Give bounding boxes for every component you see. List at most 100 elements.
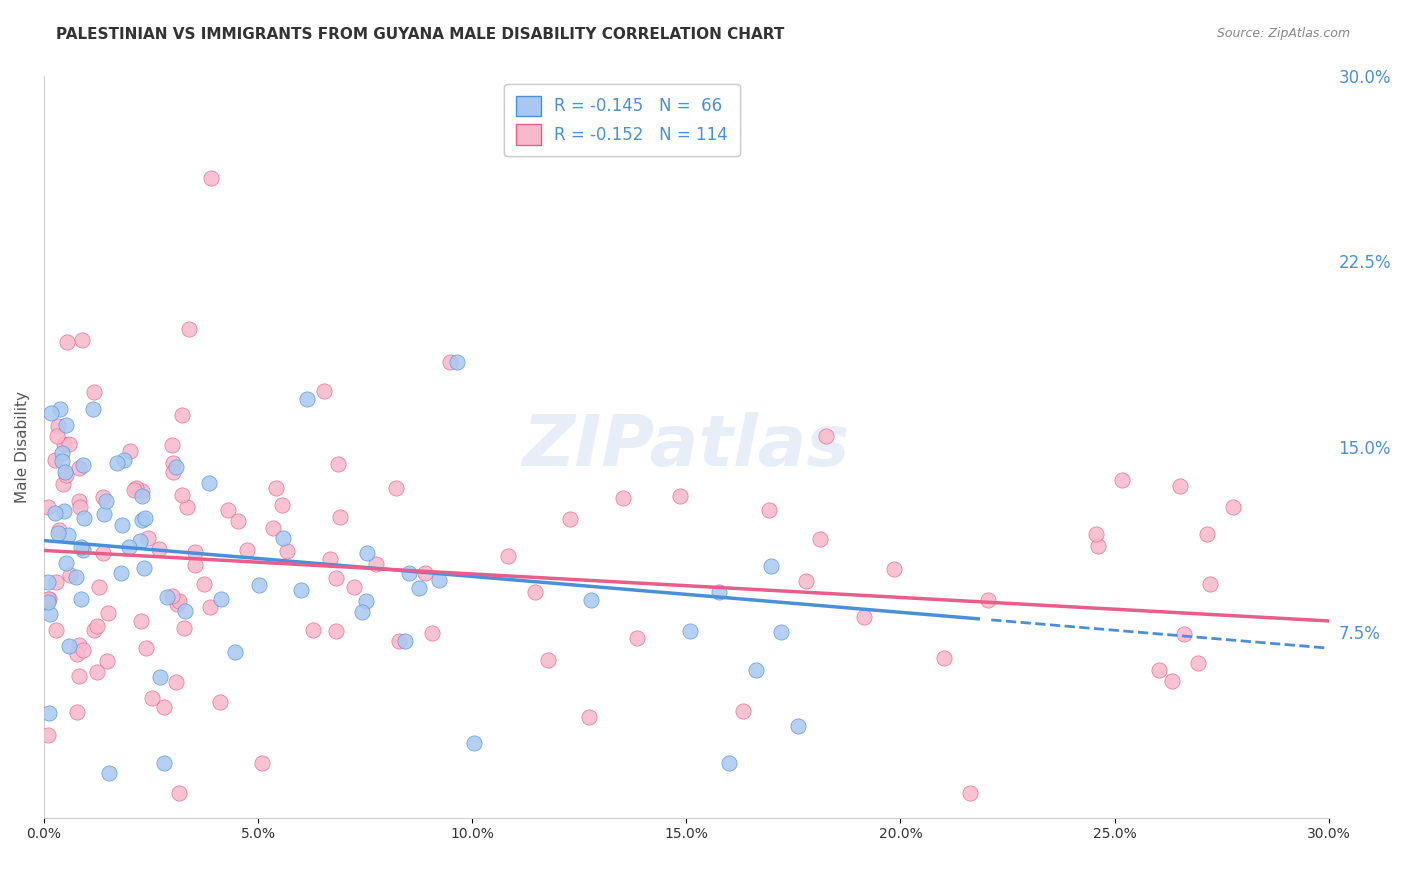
- Point: [91, 546, 114, 560]
- Point: [96, 654, 118, 668]
- Point: [1161, 673, 1184, 688]
- Point: [148, 541, 170, 556]
- Point: [73, 511, 96, 525]
- Point: [1187, 656, 1209, 670]
- Point: [326, 458, 349, 472]
- Point: [761, 559, 783, 574]
- Point: [37, 591, 59, 606]
- Point: [45, 429, 67, 443]
- Point: [170, 409, 193, 423]
- Point: [209, 695, 232, 709]
- Point: [394, 633, 416, 648]
- Point: [125, 481, 148, 495]
- Point: [439, 354, 461, 368]
- Point: [366, 557, 388, 571]
- Point: [1085, 527, 1108, 541]
- Point: [98, 765, 121, 780]
- Point: [38, 591, 60, 606]
- Point: [264, 481, 287, 495]
- Point: [297, 392, 319, 407]
- Point: [173, 604, 195, 618]
- Point: [446, 355, 468, 369]
- Point: [44, 506, 66, 520]
- Point: [852, 610, 875, 624]
- Point: [152, 700, 174, 714]
- Point: [58, 640, 80, 654]
- Point: [290, 583, 312, 598]
- Point: [252, 756, 274, 770]
- Point: [422, 626, 444, 640]
- Point: [135, 640, 157, 655]
- Point: [87, 580, 110, 594]
- Point: [356, 545, 378, 559]
- Point: [314, 384, 336, 399]
- Point: [427, 573, 450, 587]
- Point: [72, 543, 94, 558]
- Point: [129, 614, 152, 628]
- Point: [132, 561, 155, 575]
- Point: [131, 513, 153, 527]
- Point: [52, 504, 75, 518]
- Point: [352, 605, 374, 619]
- Point: [560, 512, 582, 526]
- Point: [786, 719, 808, 733]
- Point: [153, 756, 176, 771]
- Point: [1111, 474, 1133, 488]
- Point: [276, 544, 298, 558]
- Point: [709, 585, 731, 599]
- Point: [58, 437, 80, 451]
- Point: [1197, 526, 1219, 541]
- Point: [37, 728, 59, 742]
- Point: [271, 531, 294, 545]
- Point: [156, 590, 179, 604]
- Point: [770, 624, 793, 639]
- Point: [626, 632, 648, 646]
- Point: [668, 489, 690, 503]
- Point: [83, 384, 105, 399]
- Point: [38, 706, 60, 720]
- Point: [733, 704, 755, 718]
- Point: [67, 494, 90, 508]
- Point: [262, 521, 284, 535]
- Point: [209, 591, 232, 606]
- Point: [86, 618, 108, 632]
- Point: [167, 594, 190, 608]
- Point: [176, 500, 198, 515]
- Point: [354, 594, 377, 608]
- Point: [134, 510, 156, 524]
- Point: [758, 502, 780, 516]
- Point: [200, 171, 222, 186]
- Point: [39, 607, 62, 621]
- Point: [718, 756, 741, 771]
- Point: [745, 663, 768, 677]
- Point: [236, 543, 259, 558]
- Point: [808, 532, 831, 546]
- Point: [1168, 479, 1191, 493]
- Point: [796, 574, 818, 588]
- Point: [612, 491, 634, 505]
- Point: [72, 642, 94, 657]
- Point: [131, 484, 153, 499]
- Point: [1147, 663, 1170, 677]
- Point: [160, 589, 183, 603]
- Point: [166, 598, 188, 612]
- Point: [413, 566, 436, 581]
- Point: [69, 592, 91, 607]
- Point: [53, 465, 76, 479]
- Point: [1222, 500, 1244, 514]
- Point: [578, 709, 600, 723]
- Point: [111, 517, 134, 532]
- Point: [976, 593, 998, 607]
- Point: [46, 526, 69, 541]
- Point: [83, 623, 105, 637]
- Point: [172, 488, 194, 502]
- Point: [55, 334, 77, 349]
- Point: [67, 669, 90, 683]
- Point: [70, 540, 93, 554]
- Point: [169, 786, 191, 800]
- Point: [579, 593, 602, 607]
- Point: [165, 675, 187, 690]
- Point: [69, 461, 91, 475]
- Point: [302, 623, 325, 637]
- Point: [37, 595, 59, 609]
